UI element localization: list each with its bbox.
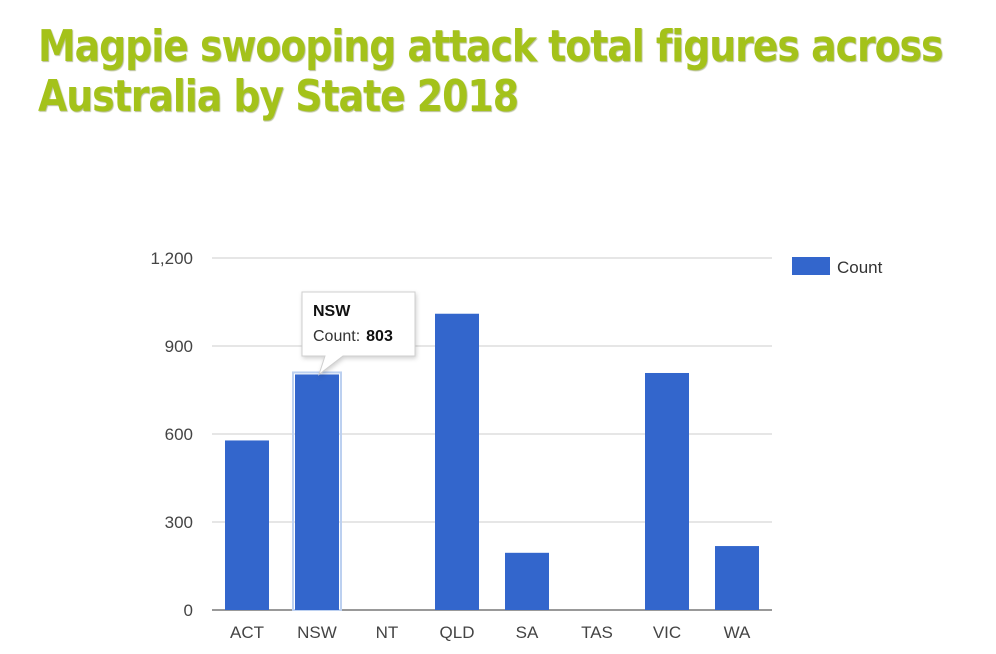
x-axis-ticks: ACT NSW NT QLD SA TAS VIC WA <box>230 623 751 642</box>
y-tick-label: 900 <box>165 337 193 356</box>
y-tick-label: 600 <box>165 425 193 444</box>
bar-qld[interactable] <box>435 313 479 610</box>
y-tick-label: 1,200 <box>150 249 193 268</box>
x-tick-label-qld: QLD <box>440 623 475 642</box>
legend-swatch-count <box>792 257 830 275</box>
x-tick-label-tas: TAS <box>581 623 613 642</box>
bar-nsw[interactable] <box>295 374 339 610</box>
x-tick-label-vic: VIC <box>653 623 681 642</box>
x-tick-label-act: ACT <box>230 623 264 642</box>
bar-sa[interactable] <box>505 552 549 610</box>
legend-label-count: Count <box>837 258 883 277</box>
x-tick-label-nt: NT <box>376 623 399 642</box>
x-tick-label-sa: SA <box>516 623 539 642</box>
slide-title: Magpie swooping attack total figures acr… <box>38 21 944 122</box>
bars <box>225 313 759 611</box>
x-tick-label-nsw: NSW <box>297 623 337 642</box>
slide-title-line-2: Australia by State 2018 <box>38 71 519 122</box>
bar-wa[interactable] <box>715 546 759 610</box>
bar-vic[interactable] <box>645 372 689 610</box>
tooltip-value-line: Count: 803 <box>313 328 393 345</box>
y-axis-ticks: 0 300 600 900 1,200 <box>150 249 193 620</box>
slide-title-line-1: Magpie swooping attack total figures acr… <box>38 21 944 72</box>
tooltip-value: 803 <box>366 328 393 345</box>
tooltip-box <box>301 291 416 376</box>
bar-act[interactable] <box>225 440 269 610</box>
legend: Count <box>792 257 883 277</box>
tooltip-series-label: Count: <box>313 328 360 345</box>
tooltip: NSW Count: 803 <box>301 291 416 376</box>
tooltip-category: NSW <box>313 303 351 320</box>
y-tick-label: 0 <box>184 601 193 620</box>
x-tick-label-wa: WA <box>724 623 751 642</box>
y-tick-label: 300 <box>165 513 193 532</box>
